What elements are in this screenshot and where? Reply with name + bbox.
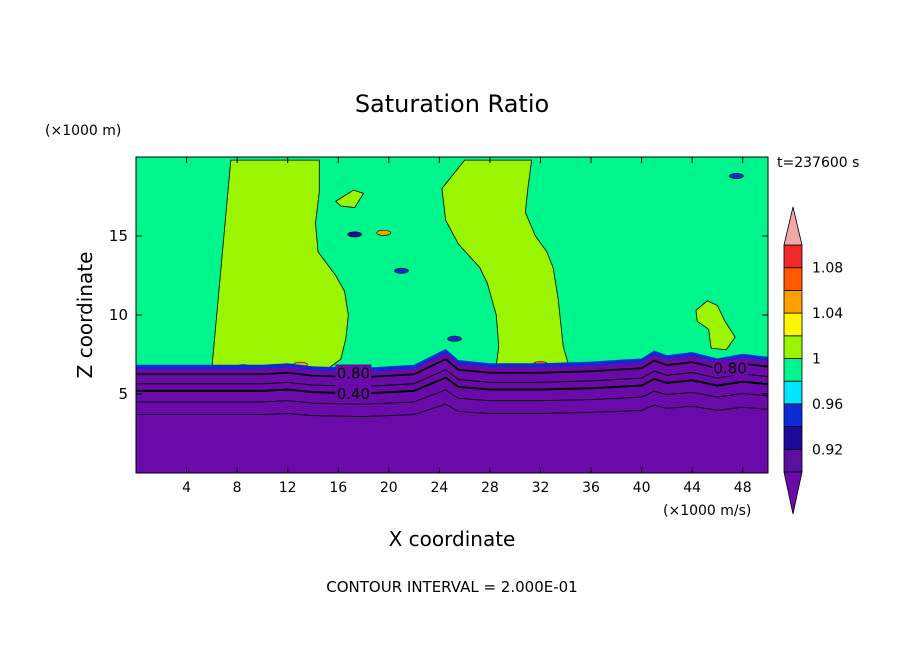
contour-label-bg bbox=[335, 385, 372, 401]
x-tick-label: 8 bbox=[233, 480, 242, 496]
field-patch bbox=[347, 231, 362, 238]
x-tick-label: 32 bbox=[532, 480, 550, 496]
contour-label: 0.40 bbox=[337, 385, 370, 403]
dry-layer bbox=[136, 352, 768, 473]
y-tick-label: 5 bbox=[118, 385, 128, 403]
x-tick-label: 12 bbox=[279, 480, 297, 496]
colorbar-swatch bbox=[783, 380, 803, 405]
contour-line bbox=[136, 358, 769, 379]
x-tick-label: 24 bbox=[430, 480, 448, 496]
time-label: t=237600 s bbox=[777, 155, 859, 171]
plot-area: 0.80 0.40 0.80 bbox=[136, 157, 769, 473]
colorbar-label: 1.08 bbox=[812, 261, 843, 277]
contour-line bbox=[136, 376, 769, 395]
contour-interval-note: CONTOUR INTERVAL = 2.000E-01 bbox=[326, 578, 577, 596]
field-patch bbox=[376, 229, 392, 236]
x-tick-label: 36 bbox=[582, 480, 600, 496]
colorbar-swatch bbox=[783, 403, 803, 427]
chart-title: Saturation Ratio bbox=[355, 90, 549, 118]
y-unit-label: (×1000 m) bbox=[45, 123, 121, 139]
colorbar: 1.08 1.04 1 0.96 0.92 bbox=[783, 206, 843, 515]
colorbar-over-arrow bbox=[783, 206, 803, 246]
y-axis-label: Z coordinate bbox=[73, 252, 97, 379]
colorbar-swatch bbox=[783, 244, 803, 269]
colorbar-under-arrow bbox=[783, 471, 803, 515]
y-tick-label: 10 bbox=[109, 306, 128, 324]
field-patch bbox=[447, 335, 462, 342]
contour-line bbox=[136, 403, 769, 418]
colorbar-swatch bbox=[783, 335, 803, 359]
x-tick-label: 28 bbox=[481, 480, 499, 496]
x-tick-label: 40 bbox=[633, 480, 651, 496]
colorbar-swatch bbox=[783, 312, 803, 337]
field-patch bbox=[729, 173, 744, 179]
contour-line bbox=[136, 369, 769, 388]
colorbar-label: 0.96 bbox=[812, 397, 843, 413]
x-tick-label: 16 bbox=[329, 480, 347, 496]
x-tick-label: 48 bbox=[734, 480, 752, 496]
field-patch bbox=[394, 267, 409, 274]
colorbar-label: 1 bbox=[812, 352, 821, 368]
colorbar-swatch bbox=[783, 426, 803, 450]
supersaturated-region bbox=[335, 189, 365, 208]
y-tick-label: 15 bbox=[109, 227, 128, 245]
colorbar-swatch bbox=[783, 448, 803, 473]
x-unit-label: (×1000 m/s) bbox=[663, 503, 751, 519]
colorbar-swatch bbox=[783, 267, 803, 291]
colorbar-swatch bbox=[783, 289, 803, 314]
contour-label: 0.80 bbox=[337, 364, 370, 382]
x-tick-label: 44 bbox=[683, 480, 701, 496]
x-tick-label: 20 bbox=[380, 480, 398, 496]
contour-label: 0.80 bbox=[713, 360, 746, 378]
colorbar-label: 1.04 bbox=[812, 306, 843, 322]
colorbar-label: 0.92 bbox=[812, 442, 843, 458]
colorbar-swatch bbox=[783, 358, 803, 382]
x-tick-label: 4 bbox=[182, 480, 191, 496]
x-axis-label: X coordinate bbox=[389, 527, 516, 551]
contour-line bbox=[136, 389, 769, 405]
supersaturated-region bbox=[695, 300, 736, 351]
contour-label-bg bbox=[335, 364, 372, 381]
contour-label-bg bbox=[712, 359, 749, 376]
